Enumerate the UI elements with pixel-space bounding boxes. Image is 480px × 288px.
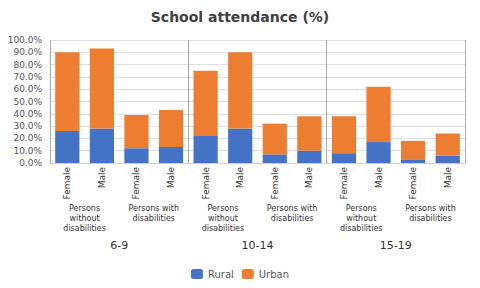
svg-text:15-19: 15-19	[380, 239, 412, 252]
svg-text:Female: Female	[408, 167, 418, 200]
svg-text:50.0%: 50.0%	[13, 97, 42, 107]
svg-text:disabilities: disabilities	[202, 224, 245, 233]
svg-text:10-14: 10-14	[242, 239, 274, 252]
svg-text:20.0%: 20.0%	[13, 133, 42, 143]
svg-text:30.0%: 30.0%	[13, 121, 42, 131]
svg-text:Female: Female	[201, 167, 211, 200]
svg-text:Persons with: Persons with	[128, 204, 179, 213]
svg-text:Persons: Persons	[207, 204, 238, 213]
svg-text:Persons with: Persons with	[267, 204, 318, 213]
svg-text:Female: Female	[339, 167, 349, 200]
svg-text:10.0%: 10.0%	[13, 146, 42, 156]
svg-text:Persons: Persons	[69, 204, 100, 213]
svg-text:80.0%: 80.0%	[13, 60, 42, 70]
svg-text:disabilities: disabilities	[63, 224, 106, 233]
svg-text:Male: Male	[304, 167, 314, 189]
svg-text:100.0%: 100.0%	[8, 35, 43, 45]
svg-text:School attendance (%): School attendance (%)	[151, 9, 329, 25]
svg-text:without: without	[70, 214, 100, 223]
svg-text:Female: Female	[62, 167, 72, 200]
svg-text:Female: Female	[270, 167, 280, 200]
svg-text:60.0%: 60.0%	[13, 84, 42, 94]
svg-text:0.0%: 0.0%	[19, 158, 42, 168]
svg-text:Female: Female	[131, 167, 141, 200]
svg-text:without: without	[346, 214, 376, 223]
svg-text:Persons: Persons	[346, 204, 377, 213]
svg-text:Male: Male	[443, 167, 453, 189]
svg-text:Rural: Rural	[208, 269, 234, 280]
svg-text:disabilities: disabilities	[271, 214, 314, 223]
svg-text:Urban: Urban	[259, 269, 289, 280]
svg-text:40.0%: 40.0%	[13, 109, 42, 119]
svg-text:90.0%: 90.0%	[13, 47, 42, 57]
svg-text:Persons with: Persons with	[405, 204, 456, 213]
svg-text:disabilities: disabilities	[132, 214, 175, 223]
svg-text:Male: Male	[235, 167, 245, 189]
svg-text:Male: Male	[374, 167, 384, 189]
svg-text:6-9: 6-9	[110, 239, 128, 252]
svg-text:70.0%: 70.0%	[13, 72, 42, 82]
svg-text:Male: Male	[166, 167, 176, 189]
svg-text:disabilities: disabilities	[340, 224, 383, 233]
svg-text:Male: Male	[97, 167, 107, 189]
svg-text:disabilities: disabilities	[409, 214, 452, 223]
svg-text:without: without	[208, 214, 238, 223]
